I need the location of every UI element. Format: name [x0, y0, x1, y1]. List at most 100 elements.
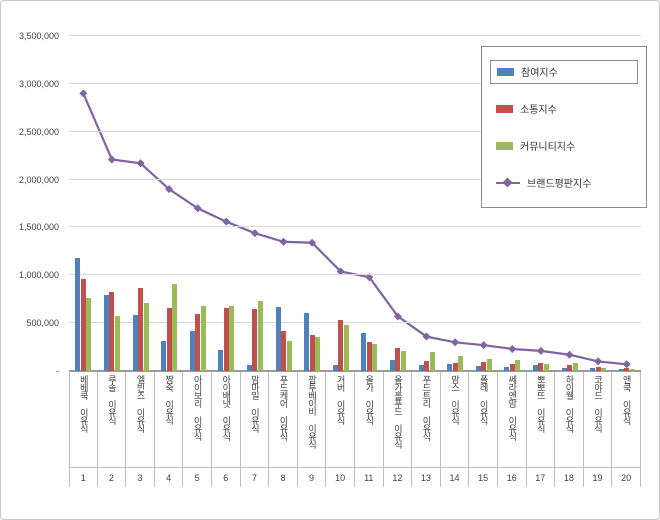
line-marker: [451, 338, 460, 347]
x-axis-label: 맘마밀 이유식: [249, 375, 260, 432]
bar-참여지수: [504, 367, 510, 371]
rank-label: 12: [384, 468, 413, 487]
x-axis-label-cell: 거버 이유식: [326, 372, 355, 467]
bar-커뮤니티지수: [458, 355, 464, 371]
x-axis-label: 앤쿡 이유식: [621, 375, 632, 424]
rank-label: 8: [269, 468, 298, 487]
bar-소통지수: [252, 308, 258, 371]
line-marker: [594, 357, 603, 366]
rank-label: 16: [498, 468, 527, 487]
line-marker: [222, 217, 231, 226]
y-axis-tick-label: 3,000,000: [18, 78, 59, 89]
bar-소통지수: [452, 363, 458, 371]
line-marker: [308, 238, 317, 247]
bar-커뮤니티지수: [601, 368, 607, 371]
bar-커뮤니티지수: [543, 364, 549, 371]
legend-diamond-marker: [502, 177, 513, 187]
line-marker: [79, 89, 88, 98]
x-axis-label: 거버 이유식: [335, 375, 346, 424]
bar-소통지수: [567, 365, 572, 371]
x-axis-label-cell: 루솔 이유식: [98, 372, 127, 467]
x-axis-line: [69, 370, 641, 371]
x-axis-label-cell: 푸드케어 이유식: [269, 372, 298, 467]
bar-소통지수: [595, 367, 601, 371]
legend-label: 참여지수: [521, 68, 558, 79]
x-axis-label-cell: 올가홀푸드 이유식: [384, 372, 413, 467]
rank-axis: 1 2 3 4 5 6 7 8 9 10 11 12 13 14 15 16 17 18 19 20: [69, 467, 641, 487]
plot-area: [69, 35, 641, 371]
bar-소통지수: [281, 330, 286, 371]
y-axis-tick-label: 1,500,000: [18, 222, 59, 233]
gridline: [69, 35, 641, 36]
bar-커뮤니티지수: [343, 325, 349, 371]
bar-참여지수: [332, 365, 338, 371]
line-marker: [336, 267, 345, 276]
bar-커뮤니티지수: [229, 305, 235, 371]
line-marker: [393, 312, 402, 321]
x-axis-label-cell: 앤쿡 이유식: [612, 372, 641, 467]
bar-커뮤니티지수: [572, 363, 578, 371]
line-marker: [107, 155, 116, 164]
bar-소통지수: [481, 362, 487, 371]
rank-label: 11: [355, 468, 384, 487]
gridline: [69, 82, 641, 84]
y-axis-tick-label: 2,500,000: [18, 126, 59, 137]
x-axis-label: 올가 이유식: [364, 375, 375, 424]
bar-참여지수: [389, 359, 395, 371]
gridline: [69, 274, 641, 276]
bar-커뮤니티지수: [286, 341, 292, 371]
rank-label: 13: [412, 468, 441, 487]
bar-커뮤니티지수: [143, 303, 149, 371]
line-marker: [565, 350, 574, 359]
x-axis-label: 베베쿡 이유식: [78, 375, 89, 432]
bar-소통지수: [223, 307, 229, 371]
bar-참여지수: [618, 369, 624, 371]
line-marker: [508, 344, 517, 353]
bar-참여지수: [218, 350, 224, 371]
x-axis-label: 올가홀푸드 이유식: [392, 375, 403, 448]
x-axis-label: 엘빈즈 이유식: [135, 375, 146, 432]
legend-item-참여지수: 참여지수: [490, 59, 638, 84]
y-axis-tick-label: 3,500,000: [18, 31, 59, 41]
bar-소통지수: [338, 320, 344, 371]
x-axis-label: 아이보리 이유식: [192, 375, 203, 440]
legend-swatch-icon: [496, 141, 513, 150]
bar-커뮤니티지수: [172, 283, 178, 371]
x-axis-label: 푸드케어 이유식: [278, 375, 289, 440]
rank-label: 9: [298, 468, 327, 487]
legend-item-소통지수: 소통지수: [490, 97, 638, 121]
rank-label: 17: [527, 468, 556, 487]
rank-label: 10: [326, 468, 355, 487]
bar-참여지수: [532, 365, 538, 371]
legend-item-브랜드평판지수: 브랜드평판지수: [490, 171, 638, 195]
x-axis-label: 코야드 이유식: [592, 375, 603, 432]
bar-참여지수: [475, 366, 481, 371]
line-marker: [479, 341, 488, 350]
bar-참여지수: [189, 330, 195, 371]
x-axis-label: 아이배냇 이유식: [221, 375, 232, 440]
legend-label: 브랜드평판지수: [527, 179, 592, 190]
rank-label: 19: [584, 468, 613, 487]
bar-소통지수: [509, 364, 515, 371]
gridline: [69, 322, 641, 324]
x-axis-label: 하이웰 이유식: [564, 375, 575, 432]
legend-item-커뮤니티지수: 커뮤니티지수: [490, 134, 638, 158]
bar-참여지수: [561, 368, 567, 371]
line-marker: [536, 346, 545, 355]
x-axis-label-cell: 푸드트리 이유식: [412, 372, 441, 467]
x-axis-label-cell: 엘빈즈 이유식: [126, 372, 155, 467]
bar-소통지수: [80, 279, 86, 371]
bar-커뮤니티지수: [114, 316, 120, 371]
bar-커뮤니티지수: [486, 358, 492, 371]
x-axis-labels: 베베쿡 이유식 루솔 이유식 엘빈즈 이유식 짱죽 이유식 아이보리 이유식 아이배냇 이…: [69, 371, 641, 467]
x-axis-label-cell: 하이웰 이유식: [555, 372, 584, 467]
rank-label: 14: [441, 468, 470, 487]
y-axis-tick-label: 1,000,000: [18, 270, 59, 281]
line-marker: [422, 332, 431, 341]
bar-참여지수: [275, 306, 281, 371]
bar-커뮤니티지수: [200, 305, 206, 371]
x-axis-label-cell: 쎄라앤맘 이유식: [498, 372, 527, 467]
rank-label: 4: [155, 468, 184, 487]
bar-소통지수: [109, 291, 115, 371]
